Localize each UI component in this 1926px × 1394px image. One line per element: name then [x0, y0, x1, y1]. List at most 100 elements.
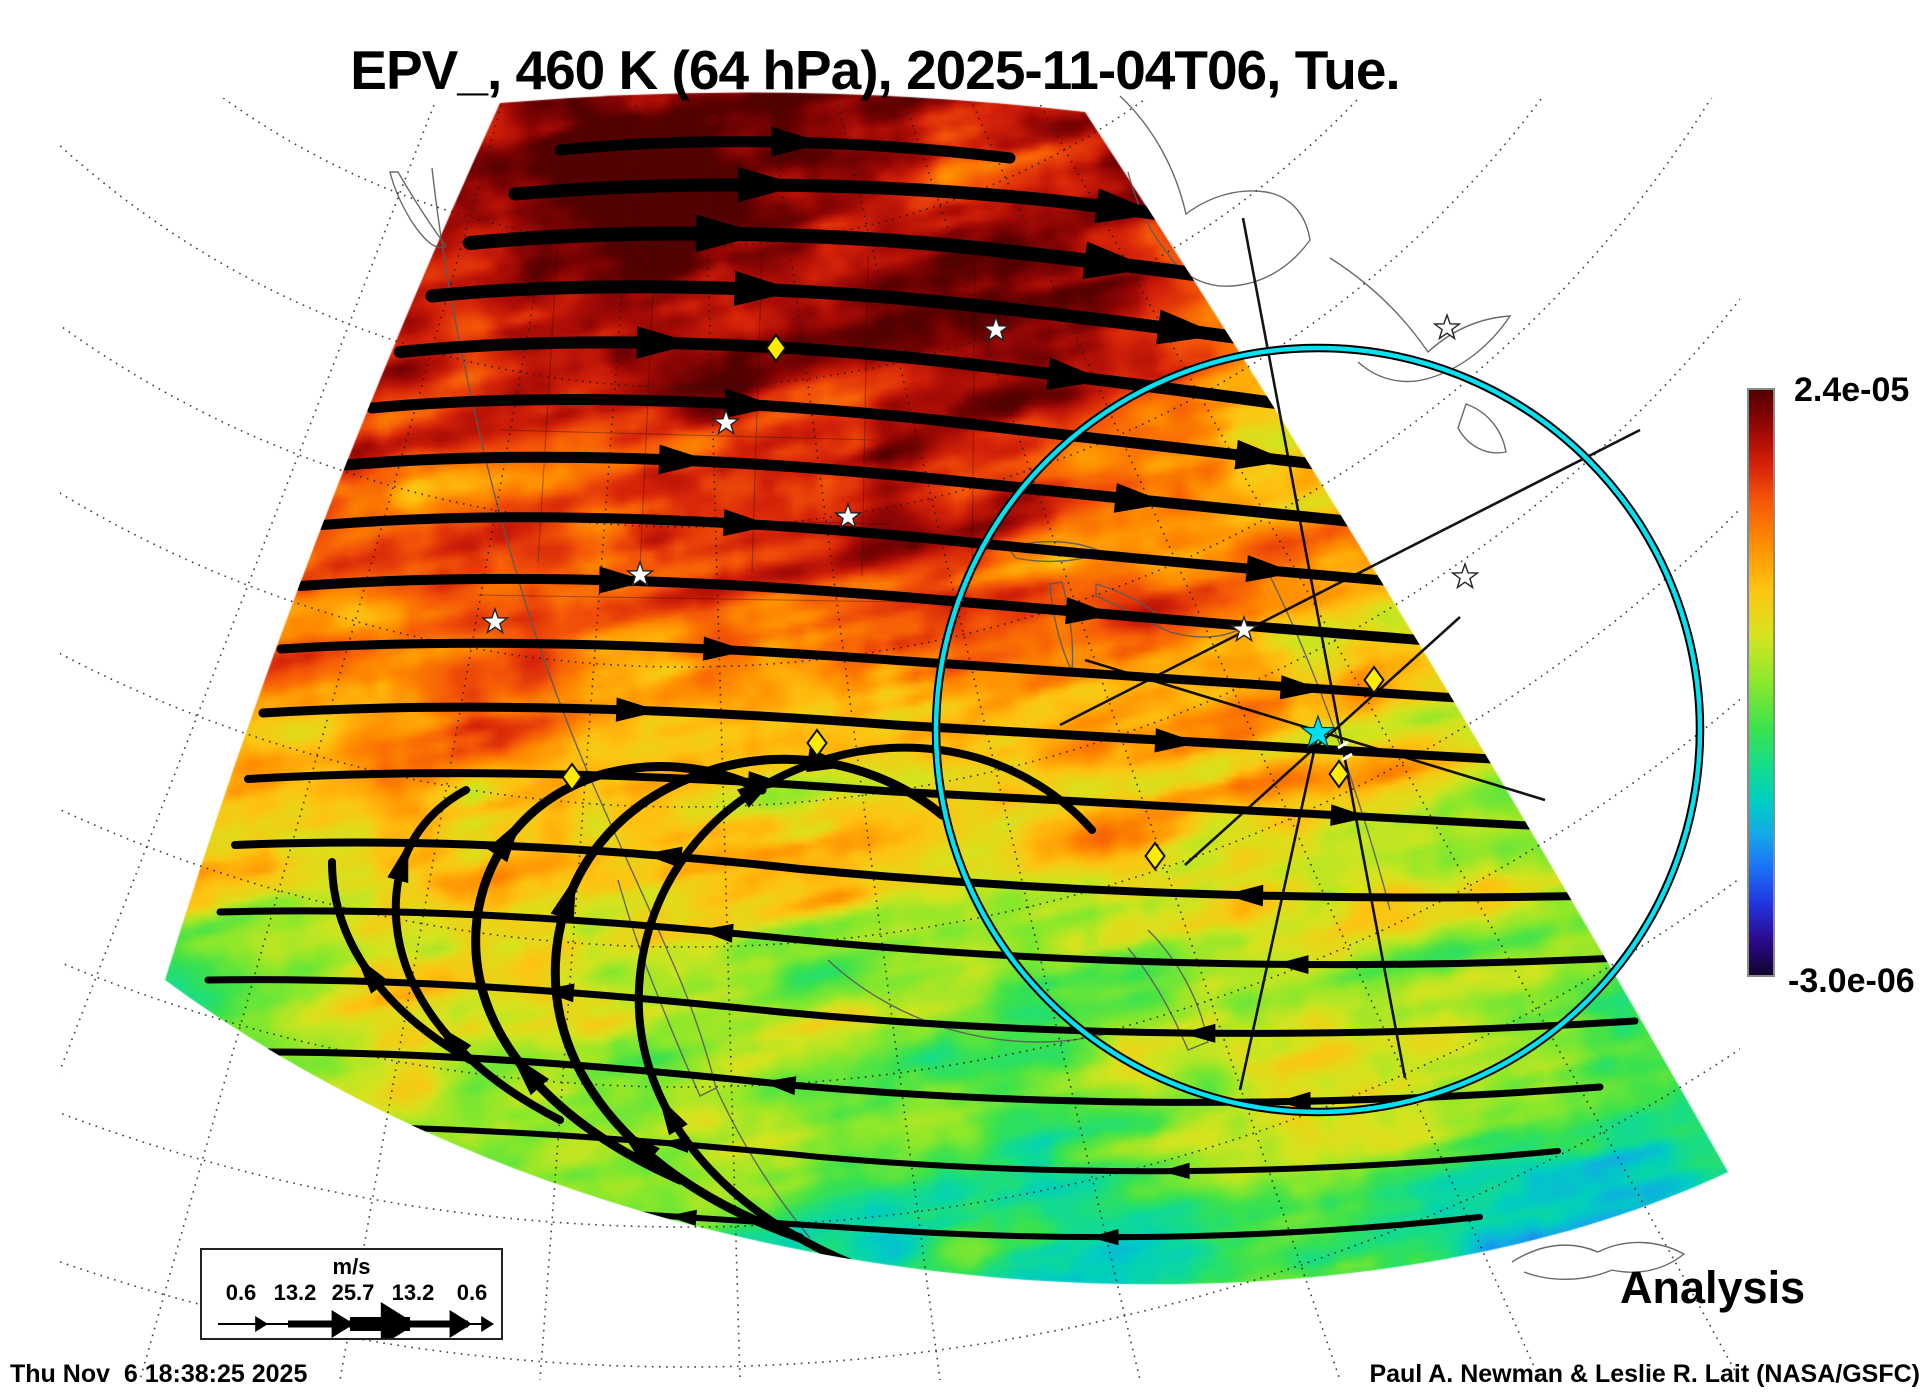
- streamline: [391, 786, 564, 1124]
- legend-arrowhead: [331, 1310, 354, 1338]
- wind-speed-value: 0.6: [225, 1280, 257, 1305]
- page-title: EPV_, 460 K (64 hPa), 2025-11-04T06, Tue…: [350, 39, 1400, 101]
- streamline: [317, 512, 1705, 611]
- wind-arrowhead: [550, 875, 576, 922]
- site-diamond-marker: [561, 762, 583, 792]
- wind-arrowhead: [722, 509, 773, 537]
- wind-speed-value: 13.2: [391, 1280, 435, 1305]
- wind-arrowhead: [1046, 357, 1106, 390]
- wind-arrowhead: [436, 1024, 472, 1061]
- site-diamond-marker: [806, 728, 828, 758]
- wind-arrowhead: [1503, 633, 1553, 660]
- site-diamond-marker: [1328, 759, 1350, 789]
- meridian-line: [60, 104, 435, 1073]
- wind-arrowhead: [733, 270, 798, 306]
- station-star-marker: [1450, 561, 1480, 590]
- parallel-line: [60, 876, 1740, 1228]
- wind-arrowhead: [636, 326, 696, 359]
- streamline: [295, 573, 1720, 667]
- legend-arrowhead: [481, 1316, 494, 1332]
- wind-arrowhead: [1181, 1023, 1216, 1043]
- colorbar-min-label: -3.0e-06: [1788, 962, 1915, 1000]
- wind-arrowhead: [1094, 188, 1160, 224]
- wind-arrowhead: [761, 1076, 797, 1095]
- wind-arrowhead: [1224, 884, 1264, 907]
- site-diamond-marker: [1144, 841, 1166, 871]
- speckle-mark: [1337, 740, 1349, 750]
- wind-arrowhead: [615, 697, 660, 722]
- parallel-line: [60, 507, 1740, 948]
- wind-arrowhead: [511, 1054, 549, 1096]
- wind-arrowhead: [1330, 804, 1370, 826]
- wind-speed-value: 13.2: [273, 1280, 317, 1305]
- wind-arrowhead: [1245, 555, 1296, 582]
- legend-arrowhead: [380, 1302, 416, 1338]
- station-star-marker: [1229, 614, 1259, 643]
- wind-arrowhead: [1113, 483, 1169, 513]
- wind-arrowhead: [724, 388, 779, 419]
- wind-streamlines: [204, 126, 1728, 1303]
- station-star-marker: [1432, 312, 1462, 341]
- parallel-line: [60, 297, 1740, 808]
- wind-arrowhead: [667, 1209, 697, 1226]
- legend-arrowhead: [255, 1316, 268, 1332]
- wind-arrowhead: [487, 819, 522, 863]
- wind-speed-legend: m/s 0.6 13.2 25.7 13.2 0.6: [200, 1248, 503, 1340]
- streamline: [542, 1275, 1433, 1285]
- wind-scale-arrow: [218, 1302, 494, 1338]
- meridian-line: [139, 104, 503, 1381]
- wind-arrowhead: [1055, 1287, 1084, 1303]
- wind-speed-value: 0.6: [456, 1280, 488, 1305]
- credit-label: Paul A. Newman & Leslie R. Lait (NASA/GS…: [1369, 1360, 1920, 1388]
- meridian-line: [339, 104, 570, 1381]
- timestamp-label: Thu Nov 6 18:38:25 2025: [10, 1360, 308, 1388]
- streamline: [204, 976, 1639, 1037]
- wind-speed-value: 25.7: [331, 1280, 375, 1305]
- wind-arrowhead: [1276, 1091, 1311, 1111]
- wind-arrowhead: [387, 842, 409, 884]
- balloon-cyan-star-marker: [1300, 714, 1336, 749]
- wind-arrowhead: [1156, 309, 1221, 345]
- markers: [480, 312, 1480, 871]
- wind-arrowhead: [643, 846, 683, 869]
- trajectory-line: [1241, 217, 1407, 1079]
- streamline: [634, 743, 1096, 1285]
- wind-arrowhead: [738, 167, 802, 203]
- station-star-marker: [711, 407, 741, 436]
- wind-arrowhead: [356, 956, 389, 994]
- wind-arrowhead: [1386, 403, 1447, 436]
- wind-arrowhead: [1562, 751, 1607, 776]
- streamline: [241, 1048, 1604, 1106]
- meridian-line: [1039, 104, 1740, 1381]
- station-star-marker: [480, 606, 510, 635]
- wind-arrowhead: [1504, 523, 1560, 553]
- meridian-line: [539, 104, 637, 1381]
- wind-arrowhead: [1089, 1229, 1119, 1246]
- streamline: [302, 1123, 1561, 1175]
- wind-arrowhead: [702, 636, 748, 661]
- wind-arrowhead: [1082, 241, 1153, 280]
- analysis-label: Analysis: [1620, 1262, 1806, 1313]
- wind-arrowhead: [1234, 439, 1290, 470]
- wind-arrowhead: [1065, 597, 1115, 625]
- range-circle: [933, 345, 1703, 1115]
- meridian-line: [770, 104, 941, 1381]
- wind-unit-label: m/s: [332, 1254, 371, 1279]
- wind-arrowhead: [658, 1096, 688, 1136]
- streamline: [422, 1201, 1483, 1241]
- station-star-marker: [625, 559, 655, 588]
- coastlines: [389, 95, 1686, 1280]
- station-star-marker: [833, 501, 863, 530]
- wind-arrowhead: [1154, 728, 1199, 753]
- speckle-mark: [1341, 752, 1353, 762]
- wind-arrowhead: [1160, 1162, 1190, 1179]
- wind-arrowhead: [695, 214, 764, 253]
- streamline: [216, 907, 1664, 969]
- wind-arrowhead: [1274, 955, 1309, 974]
- site-diamond-marker: [1363, 665, 1385, 695]
- wind-arrowhead: [771, 126, 825, 157]
